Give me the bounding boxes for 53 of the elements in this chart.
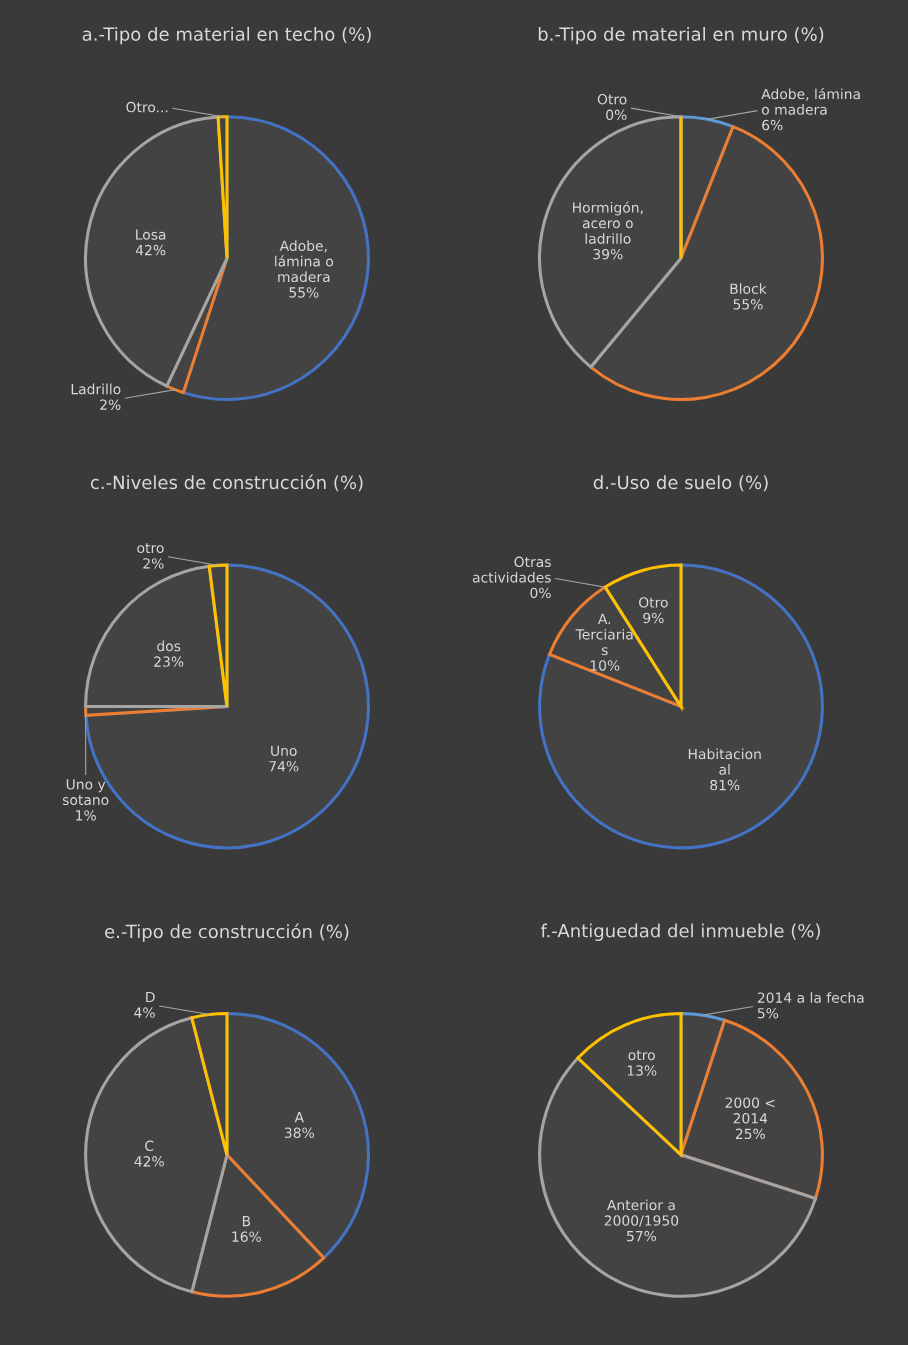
data-label: 39%: [593, 248, 623, 260]
data-label: 4%: [134, 1007, 155, 1018]
chart-title: e.-Tipo de construcción (%): [105, 923, 349, 942]
slice-label: Adobe, lámina o madera: [761, 87, 860, 115]
slice-label: Hormigón, acero o ladrillo: [573, 201, 643, 244]
slice-label: 2014 a la fecha: [757, 992, 864, 1003]
text: 0%: [530, 587, 551, 599]
data-label: 9%: [643, 612, 664, 624]
data-label: 74%: [269, 761, 299, 772]
slice-label: Habitacion al: [688, 748, 761, 775]
chart-title: f.-Antiguedad del inmueble (%): [540, 923, 820, 942]
chart-title: d.-Uso de suelo (%): [593, 475, 768, 492]
slice-label: 2000 < 2014: [725, 1097, 775, 1124]
slice-label: otro: [137, 543, 164, 554]
slice-label: Ladrillo: [71, 383, 121, 395]
text: 0%: [606, 109, 627, 121]
data-label: 25%: [735, 1128, 765, 1140]
data-label: 10%: [590, 660, 620, 671]
data-label: 5%: [757, 1007, 779, 1019]
slice-label: C: [145, 1140, 154, 1152]
slice-label: B: [242, 1216, 251, 1227]
data-label: 2%: [100, 399, 121, 410]
slice-label: A: [294, 1112, 304, 1123]
slice-label: A. Terciaria s: [575, 613, 633, 656]
data-label: 38%: [284, 1127, 314, 1138]
data-label: 55%: [733, 299, 763, 310]
slice-label: Otro...: [126, 101, 168, 113]
data-label: 55%: [289, 287, 319, 298]
data-label: 23%: [154, 656, 184, 667]
data-label: 1%: [76, 810, 96, 821]
slice-label: Uno: [271, 745, 297, 756]
slice-label: Anterior a 2000/1950: [604, 1199, 679, 1227]
category-label: Otro: [597, 94, 627, 105]
slice-label: Losa: [136, 229, 166, 240]
chart-title: c.-Niveles de construcción (%): [90, 474, 363, 492]
chart-title: a.-Tipo de material en techo (%): [82, 26, 371, 45]
slice-label: Block: [730, 283, 767, 294]
data-label: 42%: [134, 1156, 164, 1167]
chart-title: b.-Tipo de material en muro (%): [538, 26, 824, 45]
data-label: 2%: [143, 558, 164, 569]
data-label: 81%: [710, 779, 740, 791]
slice-label: dos: [157, 640, 181, 652]
data-label: 16%: [232, 1231, 262, 1242]
slice-label: Uno y sotano: [62, 779, 109, 806]
slice-label: Adobe, lámina o madera: [275, 240, 334, 283]
slice-label: otro: [628, 1050, 655, 1061]
slice-label: D: [146, 991, 155, 1003]
data-label: 42%: [135, 244, 166, 256]
category-label: Otras actividades: [472, 556, 551, 583]
data-label: 13%: [627, 1065, 657, 1076]
data-label: 57%: [627, 1230, 657, 1242]
slice-label: Otro: [639, 597, 668, 608]
data-label: 6%: [762, 119, 783, 131]
